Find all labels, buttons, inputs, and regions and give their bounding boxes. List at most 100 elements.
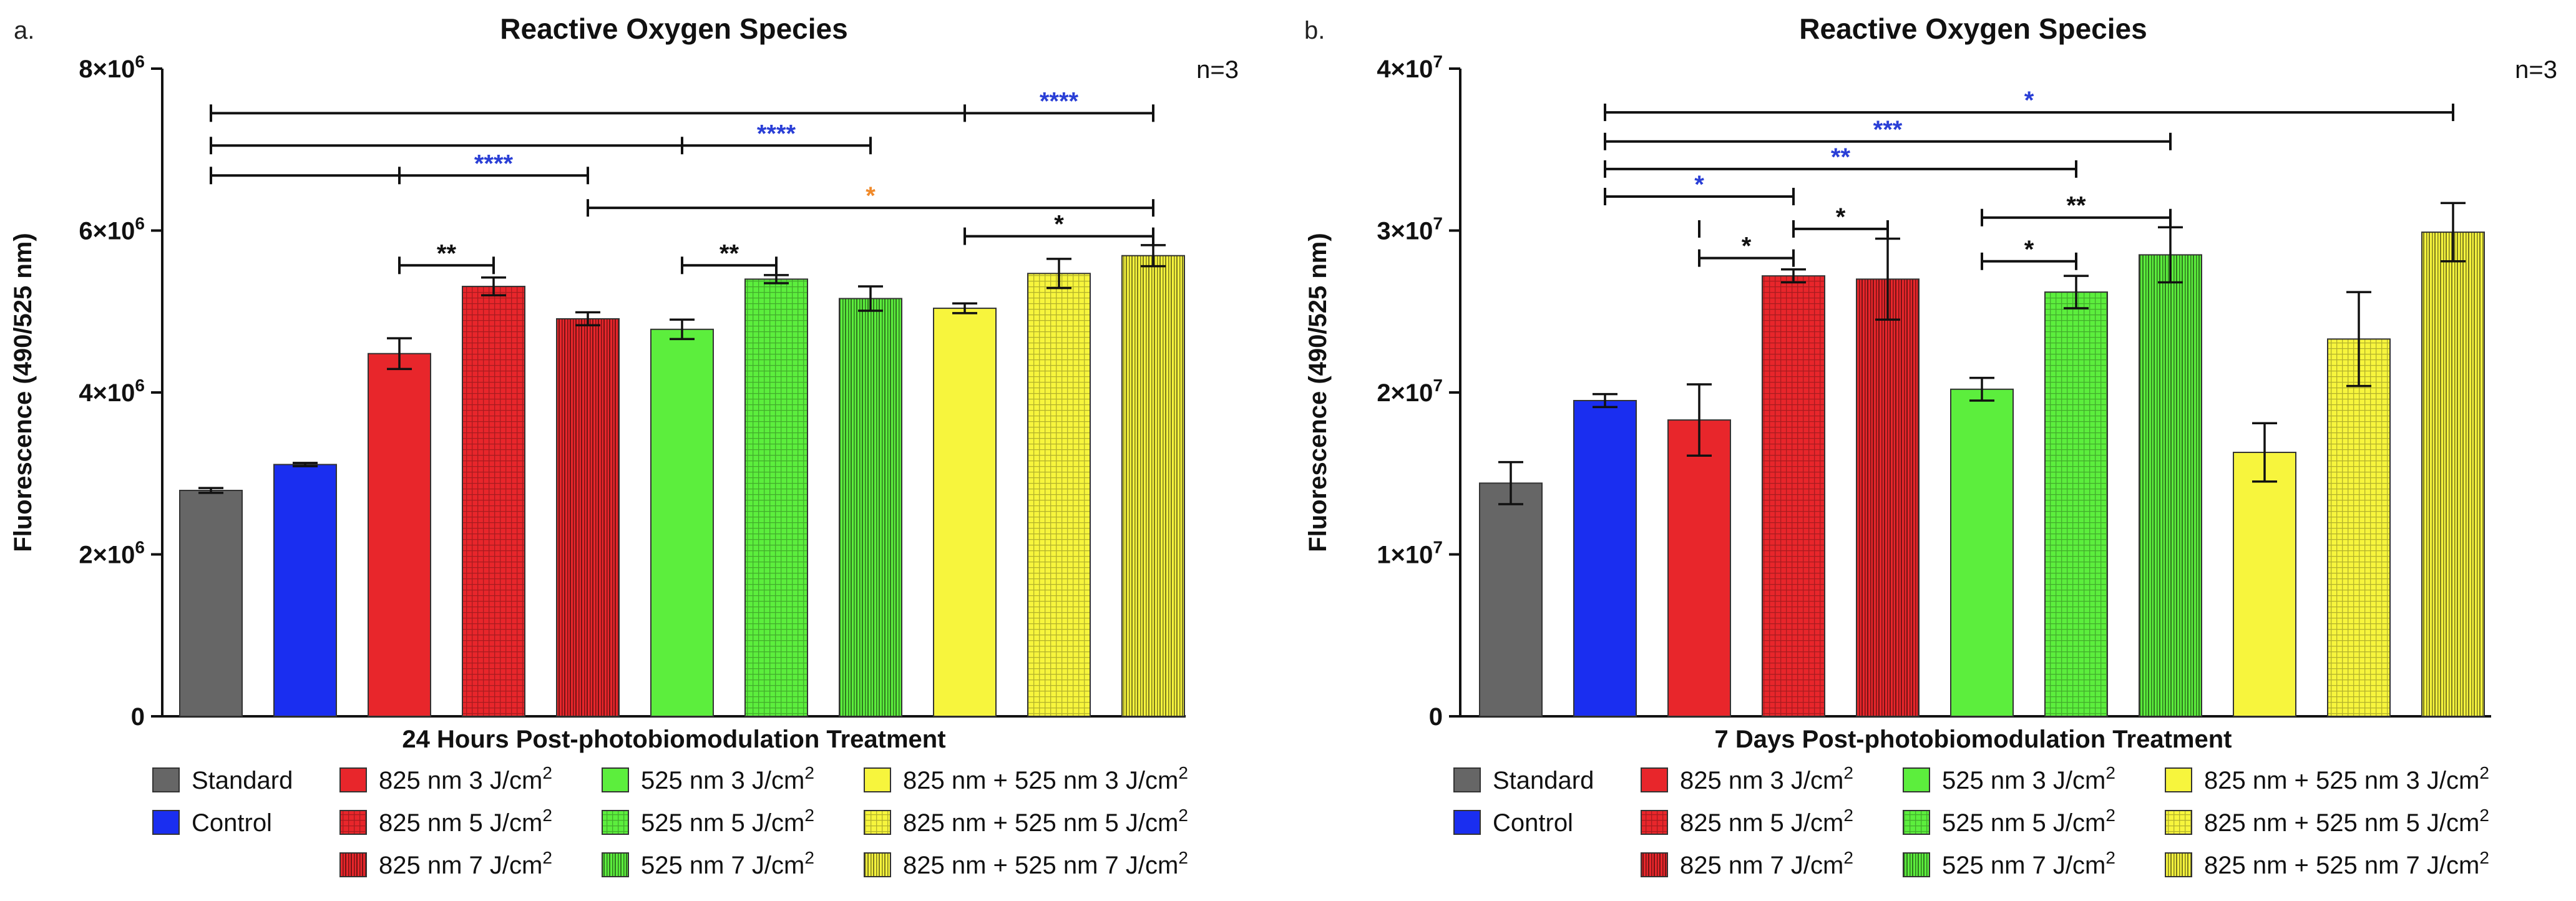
significance-label: * <box>2024 87 2034 114</box>
y-tick-exponent: 7 <box>1433 52 1443 71</box>
bar <box>556 318 620 717</box>
significance-label: * <box>1694 171 1704 198</box>
legend-label-superscript: 2 <box>2479 806 2489 825</box>
legend-label-superscript: 2 <box>2479 763 2489 782</box>
legend-label: 825 nm + 525 nm 3 J/cm2 <box>903 763 1188 794</box>
significance-label: **** <box>757 120 796 147</box>
legend-swatch <box>602 767 629 792</box>
legend-label: Control <box>1493 809 1573 837</box>
significance-label: *** <box>1873 116 1903 144</box>
y-tick-label: 1×107 <box>1377 538 1443 569</box>
legend-label: 825 nm 7 J/cm2 <box>379 848 552 879</box>
legend-swatch <box>2165 852 2192 877</box>
x-axis-label: 7 Days Post-photobiomodulation Treatment <box>1715 726 2232 753</box>
legend-label: Standard <box>1493 767 1594 794</box>
significance-label: * <box>1054 211 1064 238</box>
legend-label-superscript: 2 <box>542 848 552 867</box>
legend-swatch <box>1903 767 1930 792</box>
bar <box>2139 254 2202 717</box>
legend-label-superscript: 2 <box>1178 806 1188 825</box>
legend-label-superscript: 2 <box>542 763 552 782</box>
panel-label: b. <box>1304 17 1325 44</box>
legend-label-superscript: 2 <box>804 806 814 825</box>
legend-swatch <box>1453 810 1481 835</box>
significance-label: **** <box>474 150 514 177</box>
legend-label: 825 nm + 525 nm 5 J/cm2 <box>903 806 1188 837</box>
legend-label-superscript: 2 <box>1178 763 1188 782</box>
legend-swatch <box>1641 852 1668 877</box>
legend-label-superscript: 2 <box>2105 763 2115 782</box>
legend-label: 825 nm 3 J/cm2 <box>379 763 552 794</box>
y-tick-label: 3×107 <box>1377 214 1443 245</box>
bar <box>1856 278 1920 718</box>
bar <box>1573 399 1637 717</box>
legend-swatch <box>1903 852 1930 877</box>
bar <box>462 286 525 717</box>
legend-swatch <box>339 852 367 877</box>
y-tick-exponent: 7 <box>1433 376 1443 395</box>
legend-swatch <box>602 852 629 877</box>
significance-label: * <box>866 182 876 210</box>
legend-label: Control <box>192 809 272 837</box>
y-tick-exponent: 6 <box>135 214 145 233</box>
bar <box>273 464 337 717</box>
bar <box>1479 482 1543 717</box>
legend-label-superscript: 2 <box>2105 848 2115 867</box>
legend-label: Standard <box>192 767 293 794</box>
legend: Standard Control 825 nm 3 J/cm2 825 nm 5 J/… <box>152 763 1188 879</box>
bar <box>1027 273 1091 717</box>
legend-label: 825 nm + 525 nm 5 J/cm2 <box>2204 806 2489 837</box>
sample-size-note: n=3 <box>2515 56 2557 84</box>
y-axis-label: Fluorescence (490/525 nm) <box>9 233 37 552</box>
chart-title: Reactive Oxygen Species <box>500 12 847 45</box>
legend-swatch <box>339 810 367 835</box>
significance-label: * <box>1742 233 1752 260</box>
legend-swatch <box>1903 810 1930 835</box>
legend-label-superscript: 2 <box>542 806 552 825</box>
legend-swatch <box>339 767 367 792</box>
bar <box>2233 452 2296 717</box>
legend-swatch <box>152 767 180 792</box>
y-tick-exponent: 6 <box>135 376 145 395</box>
legend-label-superscript: 2 <box>1843 806 1853 825</box>
legend-swatch <box>1641 810 1668 835</box>
legend-label: 525 nm 5 J/cm2 <box>1942 806 2115 837</box>
legend-label: 525 nm 7 J/cm2 <box>1942 848 2115 879</box>
bar <box>2327 338 2391 717</box>
significance-label: ** <box>2066 192 2086 220</box>
bar <box>1121 255 1185 718</box>
legend-swatch <box>2165 810 2192 835</box>
legend-swatch <box>864 767 891 792</box>
significance-label: ** <box>720 240 739 267</box>
legend-label: 825 nm 5 J/cm2 <box>379 806 552 837</box>
y-tick-label: 4×107 <box>1377 52 1443 83</box>
y-tick-label: 2×106 <box>79 538 145 569</box>
legend-swatch <box>152 810 180 835</box>
legend-swatch <box>2165 767 2192 792</box>
chart-title: Reactive Oxygen Species <box>1799 12 2147 45</box>
legend-swatch <box>864 810 891 835</box>
x-axis-label: 24 Hours Post-photobiomodulation Treatme… <box>402 726 945 753</box>
legend-swatch <box>602 810 629 835</box>
legend-label-superscript: 2 <box>1843 848 1853 867</box>
legend-label: 525 nm 3 J/cm2 <box>1942 763 2115 794</box>
legend-label: 525 nm 7 J/cm2 <box>641 848 814 879</box>
bar <box>933 308 997 717</box>
bar <box>1762 275 1825 718</box>
significance-label: * <box>1836 203 1846 231</box>
bar <box>179 489 243 717</box>
bar <box>368 353 431 717</box>
legend-label-superscript: 2 <box>2105 806 2115 825</box>
significance-label: * <box>2024 236 2034 263</box>
y-tick-exponent: 7 <box>1433 214 1443 233</box>
legend-label-superscript: 2 <box>1178 848 1188 867</box>
bar <box>2044 291 2108 717</box>
legend-label-superscript: 2 <box>804 848 814 867</box>
significance-label: **** <box>1040 87 1079 115</box>
legend-label: 825 nm 5 J/cm2 <box>1680 806 1853 837</box>
y-tick-label: 8×106 <box>79 52 145 83</box>
legend-label-superscript: 2 <box>1843 763 1853 782</box>
y-tick-label: 0 <box>131 703 145 731</box>
